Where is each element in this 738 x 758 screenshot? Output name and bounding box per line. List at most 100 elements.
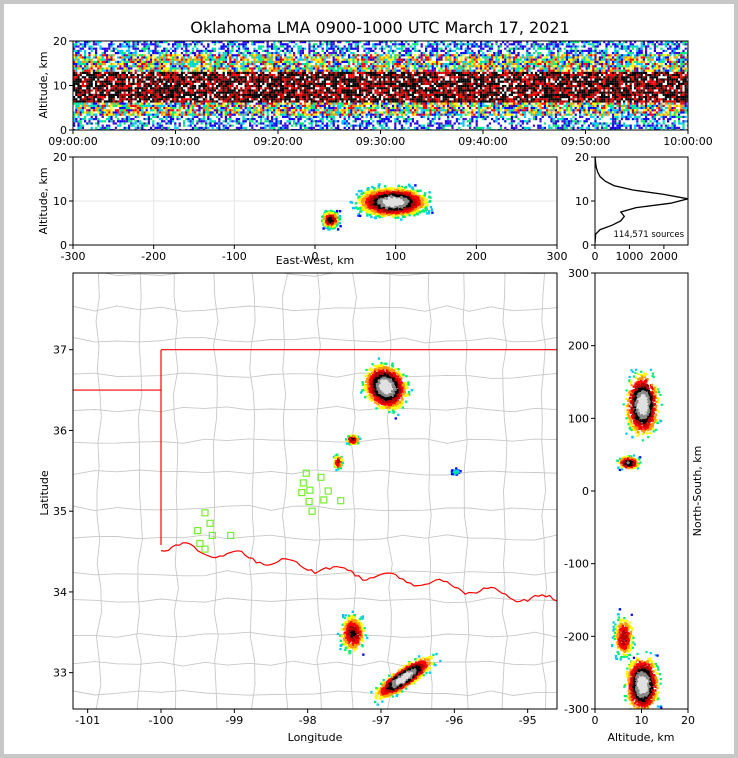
source-cell	[167, 113, 170, 116]
source-cell	[132, 122, 135, 125]
source-cell	[420, 80, 423, 83]
source-cell	[330, 113, 333, 116]
source-cell	[304, 58, 307, 61]
source-cell	[101, 47, 104, 50]
source-cell	[411, 80, 414, 83]
source-cell	[114, 52, 117, 55]
source-cell	[165, 54, 168, 57]
source-cell	[238, 126, 241, 129]
source-cell	[150, 96, 153, 99]
source-cell	[409, 87, 412, 90]
source-cell	[108, 96, 111, 99]
source-cell	[405, 41, 408, 44]
source-cell	[268, 126, 271, 129]
source-cell	[121, 49, 124, 52]
source-cell	[249, 78, 252, 81]
source-cell	[114, 67, 117, 70]
source-cell	[154, 102, 157, 105]
source-cell	[150, 85, 153, 88]
source-cell	[328, 69, 331, 72]
source-cell	[403, 91, 406, 94]
source-cell	[141, 93, 144, 96]
source-cell	[282, 109, 285, 112]
source-cell	[425, 54, 428, 57]
source-cell	[288, 56, 291, 59]
source-cell	[152, 87, 155, 90]
source-cell	[112, 63, 115, 66]
source-cell	[376, 98, 379, 101]
source-cell	[257, 76, 260, 79]
source-cell	[387, 45, 390, 48]
source-cell	[317, 111, 320, 114]
source-cell	[341, 89, 344, 92]
source-cell	[95, 60, 98, 63]
source-cell	[165, 98, 168, 101]
source-cell	[117, 109, 120, 112]
source-cell	[422, 80, 425, 83]
source-cell	[220, 89, 223, 92]
source-cell	[308, 118, 311, 121]
source-cell	[117, 120, 120, 123]
source-cell	[123, 45, 126, 48]
source-cell	[114, 60, 117, 63]
source-cell	[132, 111, 135, 114]
source-cell	[297, 82, 300, 85]
source-cell	[229, 98, 232, 101]
source-cell	[310, 93, 313, 96]
source-cell	[75, 60, 78, 63]
source-cell	[147, 67, 150, 70]
source-cell	[73, 122, 76, 125]
source-cell	[334, 87, 337, 90]
source-cell	[84, 107, 87, 110]
source-cell	[77, 85, 80, 88]
source-cell	[264, 87, 267, 90]
source-cell	[244, 98, 247, 101]
source-cell	[106, 67, 109, 70]
source-cell	[101, 124, 104, 127]
source-cell	[189, 100, 192, 103]
source-cell	[345, 78, 348, 81]
source-cell	[359, 111, 362, 114]
source-cell	[244, 96, 247, 99]
source-cell	[147, 78, 150, 81]
source-cell	[370, 89, 373, 92]
source-cell	[163, 100, 166, 103]
source-cell	[211, 107, 214, 110]
source-cell	[312, 58, 315, 61]
source-cell	[297, 69, 300, 72]
source-cell	[216, 80, 219, 83]
source-cell	[169, 47, 172, 50]
source-cell	[374, 109, 377, 112]
source-cell	[293, 91, 296, 94]
source-cell	[229, 115, 232, 118]
source-cell	[332, 71, 335, 74]
source-cell	[345, 87, 348, 90]
source-cell	[178, 96, 181, 99]
source-cell	[128, 80, 131, 83]
source-cell	[363, 43, 366, 46]
source-cell	[86, 78, 89, 81]
source-cell	[425, 58, 428, 61]
source-cell	[185, 93, 188, 96]
source-cell	[194, 115, 197, 118]
source-cell	[139, 107, 142, 110]
source-cell	[106, 69, 109, 72]
source-cell	[293, 67, 296, 70]
source-cell	[143, 118, 146, 121]
source-cell	[312, 109, 315, 112]
source-cell	[139, 85, 142, 88]
source-cell	[293, 74, 296, 77]
source-cell	[376, 43, 379, 46]
source-cell	[130, 113, 133, 116]
source-cell	[167, 76, 170, 79]
source-cell	[372, 69, 375, 72]
source-cell	[191, 65, 194, 68]
source-cell	[169, 120, 172, 123]
source-cell	[163, 69, 166, 72]
source-cell	[196, 63, 199, 66]
source-cell	[304, 120, 307, 123]
source-cell	[117, 60, 120, 63]
source-cell	[367, 82, 370, 85]
source-cell	[121, 104, 124, 107]
source-cell	[117, 113, 120, 116]
